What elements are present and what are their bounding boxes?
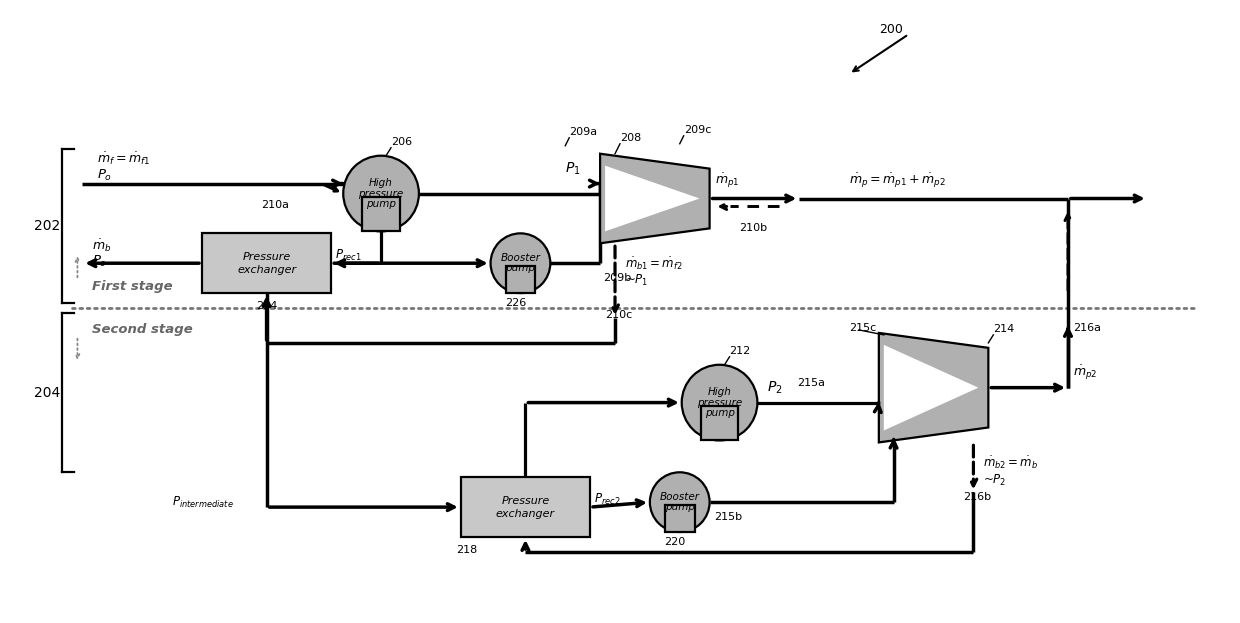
Text: $\dot{m}_f = \dot{m}_{f1}$: $\dot{m}_f = \dot{m}_{f1}$ [98, 150, 150, 167]
Text: exchanger: exchanger [496, 508, 556, 518]
Text: 216b: 216b [963, 492, 992, 502]
Text: pump: pump [506, 264, 536, 273]
Circle shape [682, 364, 758, 440]
Text: First stage: First stage [92, 280, 174, 293]
Text: $\dot{m}_{p1}$: $\dot{m}_{p1}$ [714, 171, 739, 190]
Text: $P_2$: $P_2$ [768, 379, 782, 396]
Text: $P_o$: $P_o$ [98, 168, 113, 183]
Text: $P_1$: $P_1$ [565, 161, 580, 177]
Text: 214: 214 [993, 324, 1014, 334]
Text: pressure: pressure [697, 397, 743, 407]
Text: Booster: Booster [501, 253, 541, 263]
Text: 209a: 209a [569, 127, 598, 137]
Text: 220: 220 [665, 537, 686, 547]
Text: 215a: 215a [797, 378, 825, 388]
Text: $\dot{m}_b$: $\dot{m}_b$ [92, 237, 112, 254]
Text: $\dot{m}_{b2} = \dot{m}_b$: $\dot{m}_{b2} = \dot{m}_b$ [983, 454, 1039, 470]
Text: $P_{rec2}$: $P_{rec2}$ [594, 492, 620, 506]
Text: High: High [708, 388, 732, 397]
Text: 202: 202 [35, 219, 61, 233]
Polygon shape [605, 166, 699, 231]
Text: 215c: 215c [849, 323, 877, 333]
Text: pressure: pressure [358, 189, 404, 199]
Text: 210c: 210c [605, 310, 632, 320]
Text: $\dot{m}_p = \dot{m}_{p1} + \dot{m}_{p2}$: $\dot{m}_p = \dot{m}_{p1} + \dot{m}_{p2}… [849, 171, 946, 190]
Text: ~$P_2$: ~$P_2$ [983, 473, 1007, 488]
Circle shape [650, 472, 709, 532]
Text: pump: pump [665, 502, 694, 512]
Text: $P_{intermediate}$: $P_{intermediate}$ [172, 495, 234, 510]
Text: exchanger: exchanger [237, 265, 296, 275]
Polygon shape [879, 333, 988, 442]
Text: 206: 206 [391, 136, 412, 147]
Text: 208: 208 [620, 133, 641, 143]
Circle shape [343, 156, 419, 231]
Bar [701, 406, 739, 440]
Text: Pressure: Pressure [501, 496, 549, 506]
Text: $\dot{m}_{p2}$: $\dot{m}_{p2}$ [1073, 363, 1097, 382]
Bar [461, 477, 590, 537]
Text: 209b: 209b [603, 273, 631, 283]
Polygon shape [600, 154, 709, 244]
Text: $P_o$: $P_o$ [92, 254, 108, 269]
Text: 210b: 210b [739, 224, 768, 234]
Text: pump: pump [704, 408, 734, 418]
Bar [362, 197, 401, 231]
Polygon shape [884, 345, 978, 430]
Text: 215b: 215b [714, 512, 743, 522]
Bar [665, 505, 694, 532]
Text: 216a: 216a [1073, 323, 1101, 333]
Text: $P_{rec1}$: $P_{rec1}$ [335, 248, 362, 263]
Circle shape [491, 234, 551, 293]
Text: ~$P_1$: ~$P_1$ [625, 273, 649, 288]
Text: High: High [370, 178, 393, 188]
Bar [506, 266, 536, 293]
Text: 210a: 210a [262, 201, 290, 211]
Text: 200: 200 [879, 23, 903, 36]
Text: Booster: Booster [660, 492, 699, 502]
Text: 218: 218 [456, 545, 477, 555]
Text: 209c: 209c [683, 125, 711, 135]
Text: 204: 204 [35, 386, 61, 399]
Text: 212: 212 [729, 346, 750, 356]
Text: pump: pump [366, 199, 396, 209]
Text: 226: 226 [505, 298, 526, 308]
Text: $\dot{m}_{b1} = \dot{m}_{f2}$: $\dot{m}_{b1} = \dot{m}_{f2}$ [625, 255, 683, 272]
Text: Second stage: Second stage [92, 323, 193, 336]
Bar [202, 234, 331, 293]
Text: Pressure: Pressure [243, 252, 290, 262]
Text: 224: 224 [255, 301, 278, 311]
